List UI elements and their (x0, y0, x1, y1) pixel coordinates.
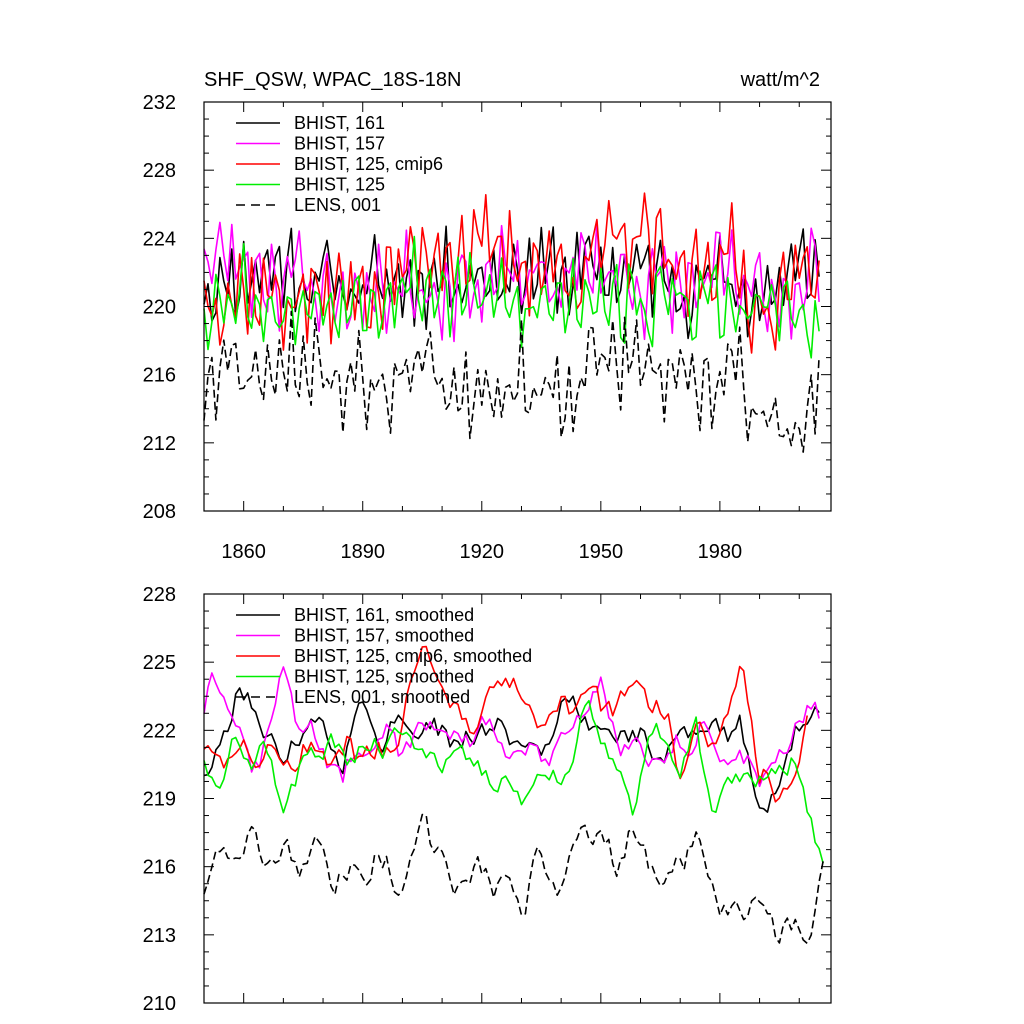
bottom-ytick-label: 228 (143, 584, 176, 606)
top-ytick-label: 216 (143, 365, 176, 387)
top-series-line-3 (203, 235, 820, 359)
bottom-series-line-1 (203, 666, 820, 788)
top-xtick-label: 1890 (340, 541, 385, 563)
bottom-series-line-4 (203, 813, 824, 945)
top-series-line-4 (203, 310, 820, 453)
top-xtick-label: 1980 (698, 541, 743, 563)
bottom-series-line-3 (203, 699, 824, 864)
bottom-series-line-2 (203, 645, 808, 803)
bottom-ytick-label: 216 (143, 857, 176, 879)
bottom-panel: 210 213 216 219 222 225 228 BHIST, 161, smooth… (143, 584, 832, 1015)
top-xtick-label: 1920 (460, 541, 505, 563)
top-panel-series (203, 192, 820, 453)
bottom-ytick-label: 213 (143, 925, 176, 947)
top-xtick-label: 1860 (221, 541, 266, 563)
bottom-ytick-label: 219 (143, 789, 176, 811)
top-legend-label-0: BHIST, 161 (294, 113, 385, 133)
bottom-ytick-label: 222 (143, 720, 176, 742)
bottom-legend-label-0: BHIST, 161, smoothed (294, 605, 474, 625)
bottom-legend-label-2: BHIST, 125, cmip6, smoothed (294, 646, 532, 666)
top-legend-label-3: BHIST, 125 (294, 175, 385, 195)
top-panel-units: watt/m^2 (740, 69, 820, 91)
bottom-legend-label-4: LENS, 001, smoothed (294, 687, 470, 707)
top-ytick-label: 224 (143, 228, 176, 250)
top-ytick-label: 232 (143, 92, 176, 114)
bottom-ytick-label: 210 (143, 993, 176, 1015)
top-ytick-label: 228 (143, 160, 176, 182)
top-panel-axes: 208 212 216 220 224 228 232 1860 1890 1920 1950 198… (143, 92, 832, 563)
bottom-panel-series (203, 645, 824, 945)
top-xtick-label: 1950 (579, 541, 624, 563)
bottom-panel-axes: 210 213 216 219 222 225 228 (143, 584, 832, 1015)
top-ytick-label: 220 (143, 297, 176, 319)
top-series-line-1 (203, 220, 820, 343)
top-legend-label-2: BHIST, 125, cmip6 (294, 154, 443, 174)
top-ytick-label: 208 (143, 501, 176, 523)
top-ytick-label: 212 (143, 433, 176, 455)
top-panel: SHF_QSW, WPAC_18S-18N watt/m^2 208 212 216… (143, 69, 832, 563)
bottom-ytick-label: 225 (143, 652, 176, 674)
top-legend-label-1: BHIST, 157 (294, 134, 385, 154)
bottom-legend-label-3: BHIST, 125, smoothed (294, 667, 474, 687)
bottom-legend-label-1: BHIST, 157, smoothed (294, 626, 474, 646)
top-legend-label-4: LENS, 001 (294, 195, 381, 215)
top-panel-title: SHF_QSW, WPAC_18S-18N (204, 69, 461, 91)
